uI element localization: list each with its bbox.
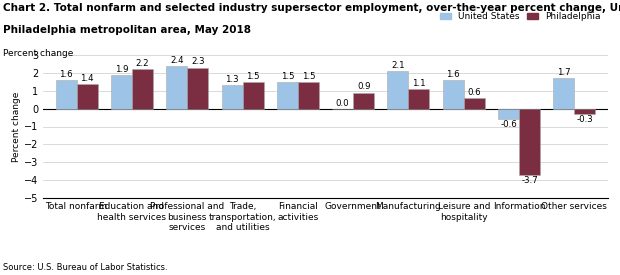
Text: 0.9: 0.9 [357, 82, 370, 92]
Bar [353, 92, 374, 109]
Bar [298, 82, 319, 109]
Bar [519, 109, 540, 175]
Text: Percent change: Percent change [3, 50, 74, 59]
Bar [388, 71, 409, 109]
Text: 2.3: 2.3 [191, 57, 205, 67]
Text: 1.1: 1.1 [412, 79, 426, 88]
Bar [187, 67, 208, 109]
Text: 2.1: 2.1 [391, 61, 405, 70]
Bar [56, 80, 77, 109]
Text: -0.3: -0.3 [577, 115, 593, 124]
Bar [221, 85, 242, 109]
Bar [132, 69, 153, 109]
Bar [498, 109, 519, 119]
Text: Philadelphia metropolitan area, May 2018: Philadelphia metropolitan area, May 2018 [3, 25, 251, 35]
Bar [443, 80, 464, 109]
Text: Source: U.S. Bureau of Labor Statistics.: Source: U.S. Bureau of Labor Statistics. [3, 263, 168, 272]
Bar [111, 75, 132, 109]
Bar [554, 78, 574, 109]
Text: 2.2: 2.2 [136, 59, 149, 68]
Legend: United States, Philadelphia: United States, Philadelphia [437, 9, 603, 24]
Text: 2.4: 2.4 [170, 56, 184, 65]
Text: Chart 2. Total nonfarm and selected industry supersector employment, over-the-ye: Chart 2. Total nonfarm and selected indu… [3, 3, 620, 13]
Text: 1.5: 1.5 [301, 72, 315, 81]
Text: 1.6: 1.6 [60, 70, 73, 79]
Bar [77, 84, 97, 109]
Bar [166, 66, 187, 109]
Bar [242, 82, 264, 109]
Text: 1.3: 1.3 [225, 75, 239, 84]
Text: 1.4: 1.4 [80, 73, 94, 82]
Text: 1.6: 1.6 [446, 70, 460, 79]
Text: 1.5: 1.5 [280, 72, 294, 81]
Bar [464, 98, 485, 109]
Text: 1.7: 1.7 [557, 68, 571, 77]
Text: -3.7: -3.7 [521, 176, 538, 185]
Text: 1.9: 1.9 [115, 65, 128, 74]
Text: 0.0: 0.0 [336, 98, 350, 108]
Bar [409, 89, 430, 109]
Y-axis label: Percent change: Percent change [12, 91, 21, 162]
Text: -0.6: -0.6 [500, 120, 517, 130]
Text: 0.6: 0.6 [467, 88, 481, 97]
Text: 1.5: 1.5 [246, 72, 260, 81]
Bar [277, 82, 298, 109]
Bar [574, 109, 595, 114]
